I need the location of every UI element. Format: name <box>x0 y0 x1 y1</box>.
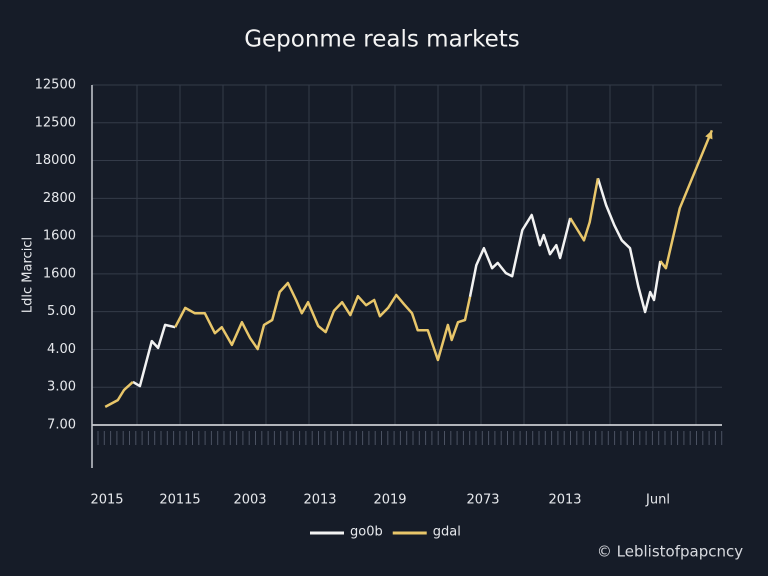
y-tick-label: 1600 <box>43 229 76 244</box>
x-tick-label: 2013 <box>548 493 581 508</box>
x-tick-label: 2003 <box>233 493 266 508</box>
arrowhead <box>705 130 713 140</box>
y-tick-label: 1600 <box>43 266 76 281</box>
x-tick-label: 20115 <box>159 493 200 508</box>
y-tick-label: 2800 <box>43 191 76 206</box>
chart-title: Geponme reals markets <box>244 27 520 53</box>
x-tick-label: 2013 <box>303 493 336 508</box>
y-tick-label: 7.00 <box>47 418 76 433</box>
y-tick-label: 18000 <box>35 153 76 168</box>
x-tick-label: 2019 <box>373 493 406 508</box>
line-series <box>132 177 662 388</box>
watermark: © Leblistofpapcncy <box>597 543 743 561</box>
legend-label: gdal <box>433 525 461 540</box>
y-tick-label: 12500 <box>35 115 76 130</box>
x-tick-label: 2073 <box>466 493 499 508</box>
x-tick-label: Junl <box>645 493 670 508</box>
line-series <box>104 129 714 409</box>
legend-label: go0b <box>350 525 383 540</box>
y-axis-label: Ldlc Marcicl <box>21 237 36 313</box>
y-tick-label: 12500 <box>35 78 76 93</box>
y-tick-label: 4.00 <box>47 342 76 357</box>
y-tick-label: 5.00 <box>47 304 76 319</box>
y-tick-label: 3.00 <box>47 380 76 395</box>
x-tick-label: 2015 <box>90 493 123 508</box>
